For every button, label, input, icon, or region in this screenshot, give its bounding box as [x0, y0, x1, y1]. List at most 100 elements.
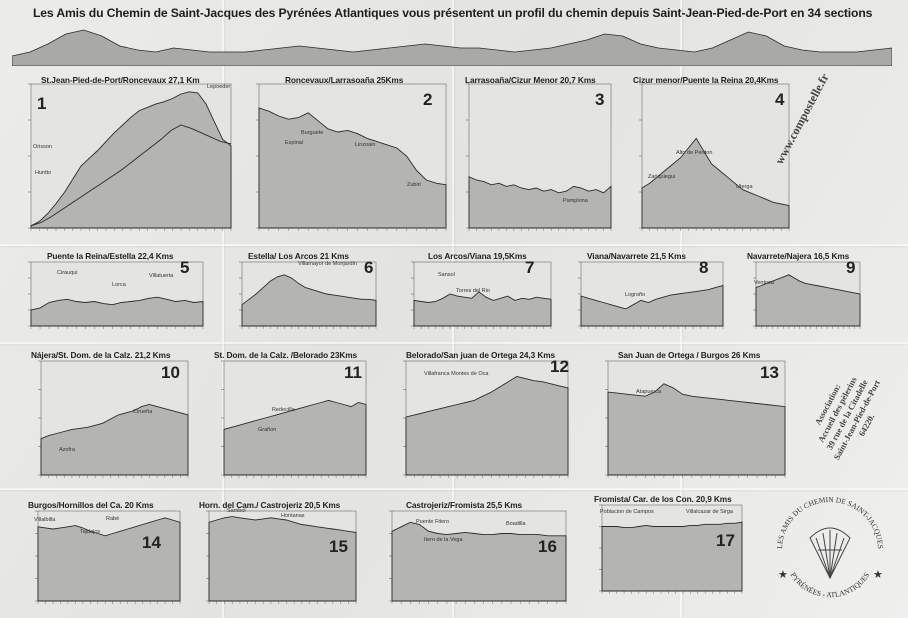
profile-chart	[411, 261, 552, 329]
profile-panel-12: Belorado/San juan de Ortega 24,3 Kms 12 Vi…	[392, 347, 572, 487]
profile-chart	[256, 83, 447, 231]
elevation-area	[30, 91, 232, 229]
section-title: Navarrete/Najera 16,5 Kms	[747, 251, 850, 261]
section-number: 3	[595, 90, 605, 109]
profile-chart	[639, 83, 790, 231]
association-logo: LES AMIS DU CHEMIN DE SAINT-JACQUES PYRÉ…	[775, 495, 885, 599]
section-title: San Juan de Ortega / Burgos 26 Kms	[618, 350, 761, 360]
place-label: Lorca	[112, 282, 126, 288]
elevation-area	[258, 107, 447, 229]
section-number: 17	[716, 531, 735, 550]
fold-line	[0, 488, 908, 490]
place-label: Villalbilla	[34, 517, 56, 523]
page-title: Les Amis du Chemin de Saint-Jacques des …	[33, 6, 873, 20]
profile-chart	[38, 360, 189, 478]
place-label: Zubiri	[407, 182, 421, 188]
profile-panel-15: Horn. del Cam./ Castrojeriz 20,5 Kms 15 Sa…	[195, 497, 360, 613]
section-number: 2	[423, 90, 433, 109]
section-title: Roncevaux/Larrasoaña 25Kms	[285, 75, 404, 85]
overview-profile	[12, 29, 892, 66]
section-number: 9	[846, 258, 856, 277]
elevation-area	[391, 521, 567, 602]
section-title: Castrojeriz/Fromista 25,5 Kms	[406, 500, 523, 510]
star-icon: ★	[873, 569, 883, 581]
scallop-shell-icon	[809, 527, 851, 580]
profile-chart	[599, 504, 743, 594]
place-label: Zariquiegui	[648, 174, 676, 180]
elevation-area	[37, 517, 181, 602]
profile-panel-13: San Juan de Ortega / Burgos 26 Kms 13 Atap…	[594, 347, 789, 487]
elevation-area	[468, 176, 612, 229]
profile-chart	[239, 261, 377, 329]
elevation-area	[601, 521, 743, 592]
place-label: Redecilla	[272, 407, 295, 413]
star-icon: ★	[778, 569, 788, 581]
place-label: Boadilla	[506, 521, 526, 527]
section-title: Nájera/St. Dom. de la Calz. 21,2 Kms	[31, 350, 171, 360]
section-number: 1	[37, 94, 47, 113]
section-title: Belorado/San juan de Ortega 24,3 Kms	[406, 350, 556, 360]
elevation-area	[241, 274, 377, 327]
profile-panel-5: Puente la Reina/Estella 22,4 Kms 5 Cirauqu…	[17, 248, 207, 338]
profile-panel-2: Roncevaux/Larrasoaña 25Kms 2 Espinal Burgue…	[245, 70, 450, 240]
place-label: Puente Fitero	[416, 519, 450, 525]
profile-panel-14: Burgos/Hornillos del Ca. 20 Kms 14 Villalb…	[24, 497, 184, 613]
place-label: Rabé	[106, 516, 120, 522]
place-label: Torres del Rio	[456, 288, 490, 294]
profile-chart	[28, 83, 232, 231]
place-label: Itero de la Vega	[424, 537, 463, 543]
elevation-area	[405, 376, 569, 476]
profile-panel-4: Cizur menor/Puente la Reina 20,4Kms 4 Zari…	[628, 70, 793, 240]
place-label: Espinal	[285, 140, 304, 146]
elevation-area	[755, 274, 861, 327]
section-title: Fromista/ Car. de los Con. 20,9 Kms	[594, 494, 732, 504]
place-label: Cirueña	[133, 409, 153, 415]
fold-line	[222, 0, 224, 618]
place-label: Orisson	[33, 144, 52, 150]
place-label: Burguete	[301, 130, 324, 136]
section-number: 10	[161, 363, 180, 382]
place-label: Lepoeder	[207, 84, 231, 90]
place-label: Villatuerta	[149, 273, 174, 279]
section-number: 14	[142, 533, 161, 552]
profile-panel-9: Navarrete/Najera 16,5 Kms 9 Ventosa	[742, 248, 864, 338]
section-title: Burgos/Hornillos del Ca. 20 Kms	[28, 500, 154, 510]
profile-panel-1: St.Jean-Pied-de-Port/Roncevaux 27,1 Km 1 H…	[17, 70, 235, 240]
section-number: 7	[525, 258, 535, 277]
profile-panel-11: St. Dom. de la Calz. /Belorado 23Kms 11 Gr…	[210, 347, 370, 487]
place-label: Villalcazar de Sirga	[686, 509, 733, 515]
profile-panel-6: Estella/ Los Arcos 21 Kms 6 Villamayor de …	[228, 248, 380, 338]
profile-chart	[578, 261, 724, 329]
elevation-area	[40, 404, 189, 476]
section-number: 4	[775, 90, 785, 109]
place-label: Grañon	[258, 427, 277, 433]
profile-panel-10: Nájera/St. Dom. de la Calz. 21,2 Kms 10 Az…	[27, 347, 192, 487]
profile-chart	[605, 360, 786, 478]
place-label: Tajdajos	[80, 529, 101, 535]
profile-panel-17: Fromista/ Car. de los Con. 20,9 Kms 17 Pob…	[588, 491, 746, 603]
fold-line	[0, 342, 908, 344]
elevation-area	[30, 296, 204, 327]
elevation-area	[223, 399, 367, 476]
section-title: St.Jean-Pied-de-Port/Roncevaux 27,1 Km	[41, 75, 200, 85]
elevation-area	[413, 291, 552, 327]
profile-chart	[221, 360, 367, 478]
section-number: 13	[760, 363, 779, 382]
place-label: Uterga	[736, 184, 753, 190]
section-title: Estella/ Los Arcos 21 Kms	[248, 251, 349, 261]
section-title: Horn. del Cam./ Castrojeriz 20,5 Kms	[199, 500, 341, 510]
place-label: Logroño	[625, 292, 646, 298]
section-title: St. Dom. de la Calz. /Belorado 23Kms	[214, 350, 358, 360]
section-title: Viana/Navarrete 21,5 Kms	[587, 251, 686, 261]
profile-panel-7: Los Arcos/Viana 19,5Kms 7 Sansol Torres del…	[400, 248, 555, 338]
profile-chart	[35, 510, 181, 604]
place-label: Ventosa	[754, 280, 774, 286]
place-label: Poblacion de Campos	[600, 509, 654, 515]
elevation-area	[607, 383, 786, 476]
section-number: 16	[538, 537, 557, 556]
profile-chart	[753, 261, 861, 329]
elevation-line-alt	[30, 124, 232, 227]
section-number: 12	[550, 357, 569, 376]
elevation-area	[641, 137, 790, 229]
place-label: Hontanas	[281, 513, 305, 519]
